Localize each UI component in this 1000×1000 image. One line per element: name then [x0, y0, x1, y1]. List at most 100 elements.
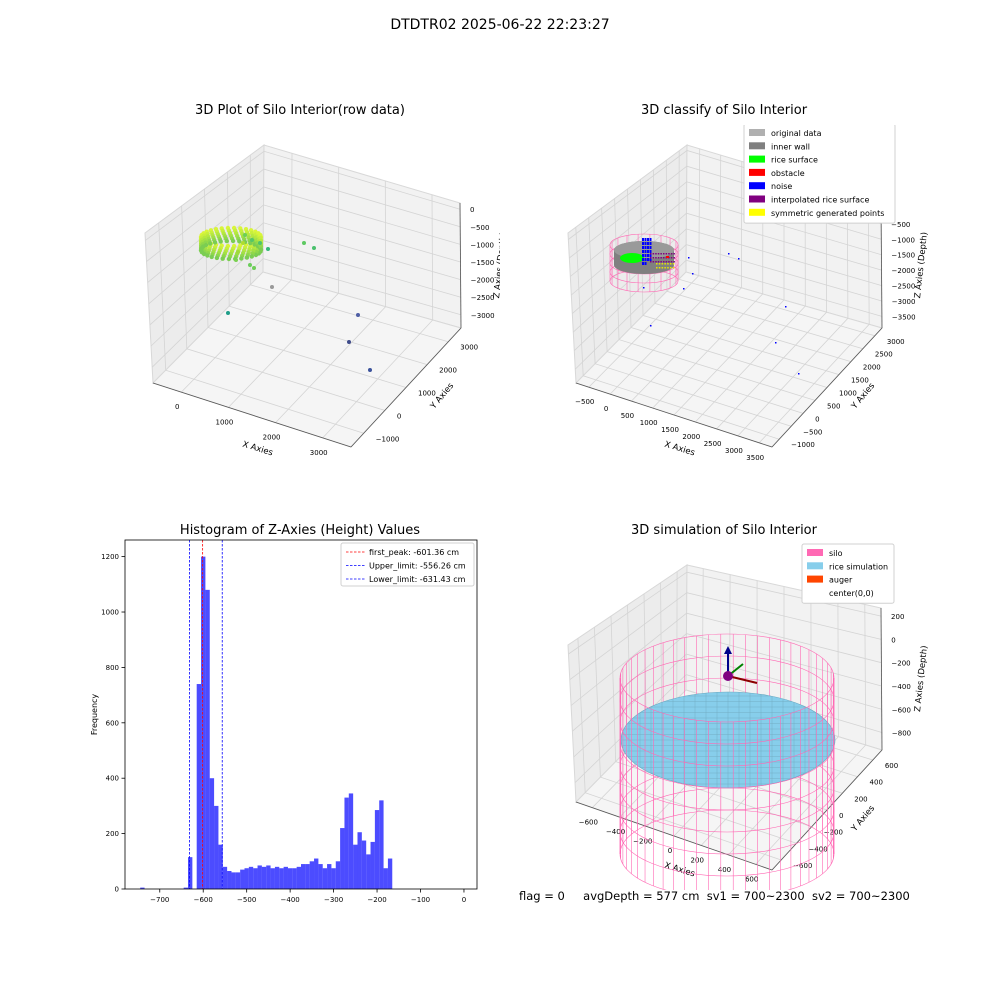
raw-point [249, 254, 254, 259]
grid-line-y [653, 169, 852, 362]
z-tick-label: −2500 [471, 294, 495, 302]
histogram-bar [214, 805, 219, 889]
z-axis-line [459, 202, 462, 329]
x-tick-label: 3000 [310, 449, 328, 457]
x-axis-line [575, 801, 773, 871]
grid-line-y [601, 208, 804, 414]
noise-point [649, 238, 652, 241]
histogram-bar [318, 864, 323, 889]
raw-point [203, 242, 209, 248]
y-tick-label: 600 [885, 762, 898, 770]
histogram-bar [287, 868, 293, 889]
histogram-bar [322, 868, 328, 889]
z-tick-label: 0 [891, 636, 895, 644]
flag-text: flag = 0 [519, 889, 565, 903]
y-tick-label: 0 [115, 886, 119, 894]
interpolated-point [657, 261, 660, 263]
classify-legend-swatch [749, 195, 765, 203]
grid-line-y [577, 638, 782, 861]
simulation-legend-label: auger [829, 576, 853, 585]
grid-line-z [147, 186, 461, 283]
classify-legend-swatch [749, 182, 765, 190]
grid-line-y [610, 616, 812, 828]
grid-line-z [573, 228, 882, 333]
classify-legend-label: interpolated rice surface [771, 196, 869, 205]
interpolated-point [668, 261, 670, 263]
raw-point [252, 266, 256, 270]
simulation-3d-plot: −600−400−2000200400600−600−400−200020040… [567, 543, 930, 890]
grid-line-z [149, 222, 461, 326]
y-tick-label: 1000 [101, 609, 119, 617]
interpolated-point [663, 253, 665, 255]
sv2-text: sv2 = 700~2300 [811, 889, 910, 903]
histogram-bar [309, 861, 315, 889]
z-axis-label: Z Axies (Depth) [913, 232, 930, 299]
grid-line-x [758, 199, 870, 444]
noise-point [644, 242, 647, 245]
interpolated-point [657, 253, 660, 255]
x-tick-label: −400 [606, 828, 625, 836]
histogram-bar [253, 868, 258, 889]
noise-point [647, 246, 649, 249]
raw-point [270, 285, 274, 289]
y-tick-label: 800 [106, 664, 119, 672]
histogram-legend-box [340, 542, 475, 587]
z-tick-label: −3500 [892, 313, 916, 321]
center-axis-z-arrow [724, 646, 732, 654]
interpolated-point [663, 261, 665, 263]
x-tick-label: 1000 [640, 419, 658, 427]
noise-point [649, 242, 652, 245]
histogram-bar [314, 858, 319, 889]
x-axis-label: X Axies [241, 440, 274, 459]
raw-point [209, 254, 214, 260]
noise-point [692, 273, 694, 275]
classify-legend-swatch [749, 129, 765, 136]
grid-line-z [570, 612, 882, 706]
z-tick-label: −2000 [892, 267, 916, 275]
raw-point [266, 247, 270, 251]
histogram-bar [261, 866, 267, 889]
z-tick-label: −1500 [470, 259, 494, 267]
classify-legend-box [743, 125, 896, 224]
simulation-legend-label: center(0,0) [829, 589, 874, 598]
x-tick-label: −600 [194, 896, 213, 904]
classify-legend-label: rice surface [771, 156, 818, 165]
histogram-bar [222, 866, 228, 889]
silo-wire-ring-back [619, 633, 835, 679]
simulation-legend-swatch [807, 549, 823, 556]
interpolated-point [652, 261, 655, 263]
noise-point [643, 287, 645, 289]
y-tick-label: 3000 [460, 344, 478, 352]
classify-legend-swatch [749, 208, 765, 216]
interpolated-point [663, 257, 665, 259]
grid-line-x [631, 161, 743, 402]
noise-point [644, 238, 647, 241]
classify-plot-title: 3D classify of Silo Interior [640, 103, 808, 118]
raw-point [248, 263, 252, 267]
y-tick-label: 200 [854, 795, 867, 803]
grid-line-z [575, 259, 883, 370]
histogram-bar [331, 868, 336, 889]
silo-wire-ring-front [619, 853, 835, 890]
noise-point [683, 288, 685, 290]
simulation-legend-swatch [807, 575, 823, 583]
classify-legend-label: noise [771, 182, 792, 191]
y-axis-line [771, 749, 883, 871]
grid-line-z [145, 150, 461, 241]
noise-point [647, 238, 649, 241]
y-tick-label: 1500 [851, 377, 869, 385]
raw-point [356, 313, 360, 317]
simulation-legend-box [801, 543, 895, 604]
histogram-bar [188, 857, 193, 889]
histogram-bar [370, 841, 375, 889]
histogram-bar [361, 840, 367, 889]
interpolated-point [657, 257, 660, 259]
raw-point [244, 255, 250, 260]
histogram-bar [240, 869, 245, 889]
grid-line-y [678, 150, 875, 337]
grid-line-y [665, 160, 864, 350]
y-tick-label: −600 [793, 862, 812, 870]
raw-point [220, 256, 225, 261]
interpolated-point [650, 261, 652, 263]
grid-line-x [728, 598, 839, 856]
